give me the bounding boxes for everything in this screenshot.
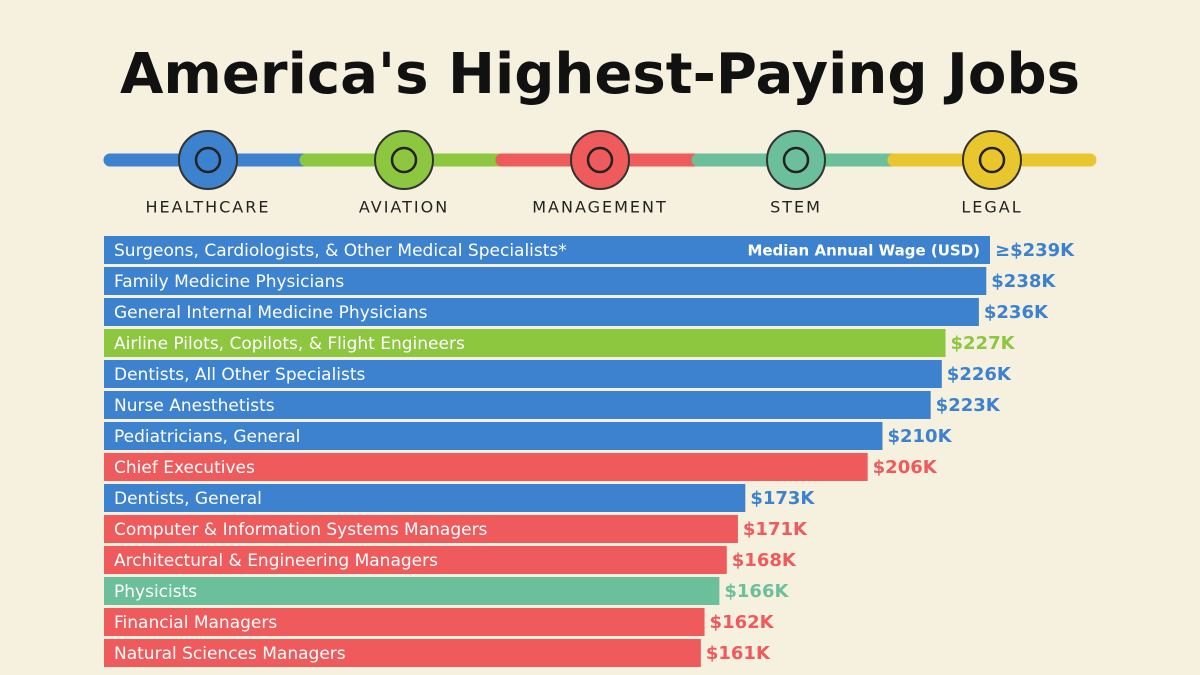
bar-label: Natural Sciences Managers [114,644,346,664]
bar-label: Physicists [114,582,197,602]
legend-label: AVIATION [359,198,449,217]
bar-label: Dentists, General [114,489,262,509]
bar [104,422,883,450]
legend-icon [570,130,630,190]
value-label: $166K [724,581,789,602]
value-label: ≥$239K [995,240,1075,261]
legend-label: STEM [770,198,822,217]
value-label: $206K [873,457,938,478]
legend-label: MANAGEMENT [532,198,668,217]
value-label: $168K [732,550,797,571]
value-label: $223K [936,395,1001,416]
legend-icon-mark [586,146,614,174]
bar-label: Dentists, All Other Specialists [114,365,366,385]
bar-label: Financial Managers [114,613,277,633]
value-label: $238K [991,271,1056,292]
annotation: Median Annual Wage (USD) [747,242,980,260]
legend-icon [962,130,1022,190]
legend-icon-mark [390,146,418,174]
bar [104,236,990,264]
legend-icon [374,130,434,190]
bar [104,453,868,481]
chart-title: America's Highest-Paying Jobs [120,42,1080,107]
bar-label: Family Medicine Physicians [114,272,344,292]
bar-label: Surgeons, Cardiologists, & Other Medical… [114,241,567,261]
legend-icon-mark [978,146,1006,174]
bar-label: Chief Executives [114,458,255,478]
value-label: $227K [951,333,1016,354]
legend-icon-mark [782,146,810,174]
value-label: $162K [710,612,775,633]
value-label: $226K [947,364,1012,385]
legend-label: LEGAL [961,198,1022,217]
bar-label: Airline Pilots, Copilots, & Flight Engin… [114,334,465,354]
bar-label: Nurse Anesthetists [114,396,275,416]
bar-label: Pediatricians, General [114,427,300,447]
bar [104,608,705,636]
bar [104,391,931,419]
bar [104,360,942,388]
legend-icon [766,130,826,190]
bar [104,267,987,295]
value-label: $173K [750,488,815,509]
bar [104,577,720,605]
value-label: $210K [887,426,952,447]
bars: Surgeons, Cardiologists, & Other Medical… [104,236,1075,667]
legend-icon-mark [194,146,222,174]
value-label: $161K [706,643,771,664]
bar [104,546,727,574]
bar [104,484,746,512]
bar-label: Architectural & Engineering Managers [114,551,438,571]
bar [104,639,701,667]
bar-label: Computer & Information Systems Managers [114,520,488,540]
value-label: $171K [743,519,808,540]
legend-icon [178,130,238,190]
legend-label: HEALTHCARE [146,198,271,217]
bar [104,298,979,326]
bar [104,329,946,357]
value-label: $236K [984,302,1049,323]
bar-label: General Internal Medicine Physicians [114,303,428,323]
bar [104,515,738,543]
legend: HEALTHCARE AVIATION MANAGEMENT STEM LEGAL [103,130,1097,217]
